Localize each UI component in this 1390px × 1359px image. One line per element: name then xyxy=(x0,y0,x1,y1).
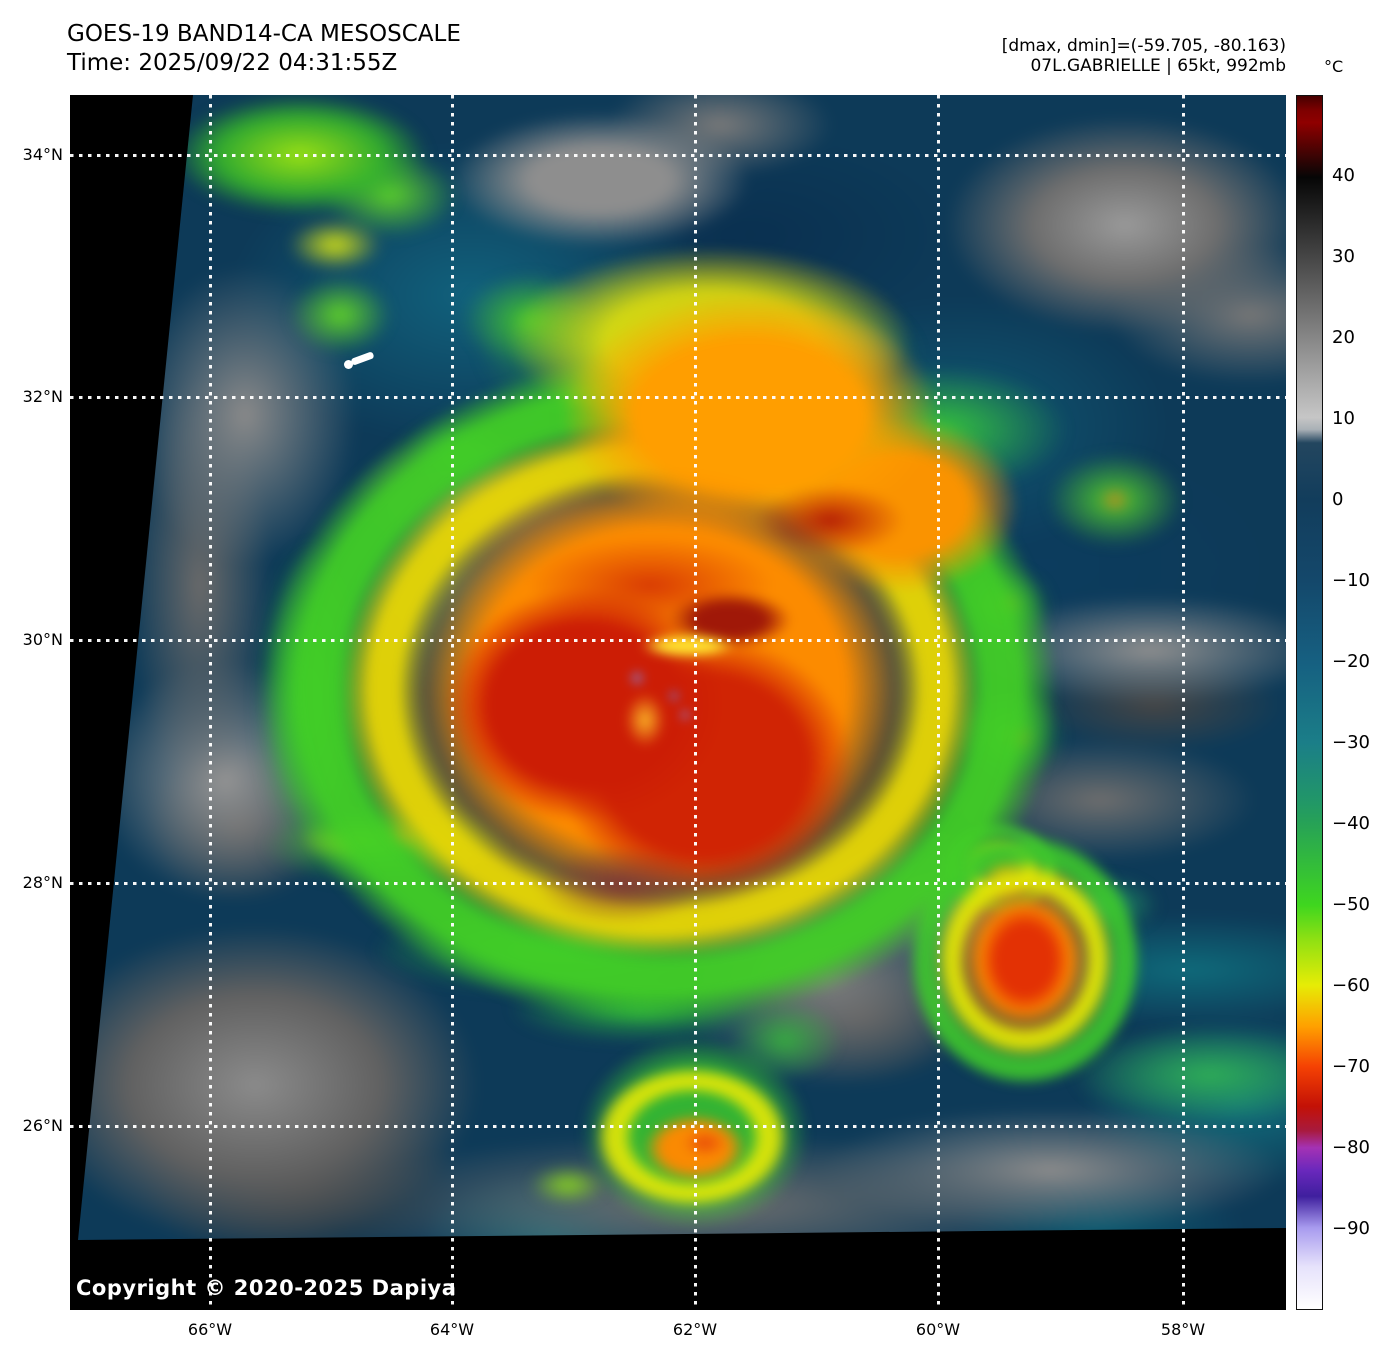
cb-tick-m10: −10 xyxy=(1332,570,1370,591)
cb-tick-40: 40 xyxy=(1332,165,1355,186)
satellite-map: Copyright © 2020-2025 Dapiya xyxy=(70,95,1286,1310)
gridline-62w xyxy=(694,95,697,1310)
copyright-watermark: Copyright © 2020-2025 Dapiya xyxy=(76,1276,457,1300)
cb-tick-30: 30 xyxy=(1332,246,1355,267)
lon-tick-64w: 64°W xyxy=(429,1320,475,1339)
lat-tick-26n: 26°N xyxy=(22,1116,63,1135)
gridline-28n xyxy=(70,882,1286,885)
lon-tick-58w: 58°W xyxy=(1160,1320,1206,1339)
cb-tick-m40: −40 xyxy=(1332,813,1370,834)
temperature-colorbar xyxy=(1296,95,1323,1310)
gridline-34n xyxy=(70,154,1286,157)
lat-tick-32n: 32°N xyxy=(22,387,63,406)
lon-tick-66w: 66°W xyxy=(187,1320,233,1339)
gridline-60w xyxy=(937,95,940,1310)
page-title: GOES-19 BAND14-CA MESOSCALE xyxy=(67,21,461,47)
gridline-32n xyxy=(70,396,1286,399)
cb-tick-10: 10 xyxy=(1332,408,1355,429)
cb-tick-20: 20 xyxy=(1332,327,1355,348)
bermuda-island-hook xyxy=(344,360,353,369)
lat-tick-34n: 34°N xyxy=(22,145,63,164)
cb-tick-m90: −90 xyxy=(1332,1218,1370,1239)
cb-tick-m80: −80 xyxy=(1332,1137,1370,1158)
lat-tick-28n: 28°N xyxy=(22,873,63,892)
time-label: Time: 2025/09/22 04:31:55Z xyxy=(67,50,398,76)
imagery-hurricane-layer xyxy=(78,95,1286,1240)
cb-tick-m50: −50 xyxy=(1332,894,1370,915)
cb-tick-0: 0 xyxy=(1332,489,1344,510)
lon-tick-62w: 62°W xyxy=(672,1320,718,1339)
gridline-58w xyxy=(1182,95,1185,1310)
gridline-26n xyxy=(70,1125,1286,1128)
header-annotations: [dmax, dmin]=(-59.705, -80.163) 07L.GABR… xyxy=(1002,36,1286,76)
cb-tick-m20: −20 xyxy=(1332,651,1370,672)
cb-tick-m70: −70 xyxy=(1332,1056,1370,1077)
dmax-dmin-annotation: [dmax, dmin]=(-59.705, -80.163) xyxy=(1001,36,1286,56)
gridline-66w xyxy=(209,95,212,1310)
cb-tick-m60: −60 xyxy=(1332,975,1370,996)
lat-tick-30n: 30°N xyxy=(22,630,63,649)
gridline-64w xyxy=(451,95,454,1310)
colorbar-gradient xyxy=(1297,96,1322,1309)
colorbar-unit-label: °C xyxy=(1324,57,1344,76)
cb-tick-m30: −30 xyxy=(1332,732,1370,753)
gridline-30n xyxy=(70,639,1286,642)
satellite-data-region xyxy=(78,95,1286,1240)
storm-info-annotation: 07L.GABRIELLE | 65kt, 992mb xyxy=(1030,56,1286,76)
lon-tick-60w: 60°W xyxy=(915,1320,961,1339)
